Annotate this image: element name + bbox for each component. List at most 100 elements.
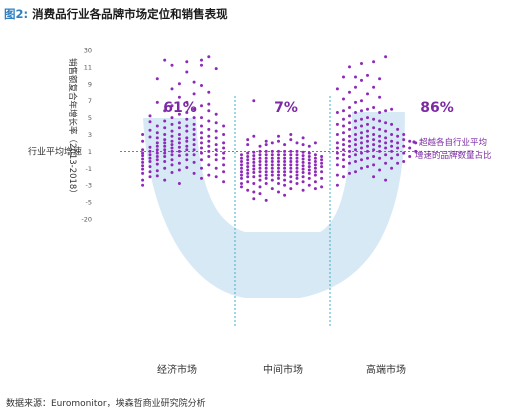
- data-point: [155, 148, 159, 152]
- data-point: [301, 167, 305, 171]
- data-point: [207, 102, 211, 106]
- data-point: [200, 151, 203, 155]
- data-point: [320, 155, 324, 158]
- data-point: [207, 139, 211, 143]
- data-point: [177, 149, 181, 153]
- chart-title: 图2: 消费品行业各品牌市场定位和销售表现: [4, 6, 228, 22]
- data-point: [207, 119, 211, 123]
- data-point: [402, 144, 406, 148]
- data-point: [200, 176, 203, 180]
- data-point: [283, 160, 287, 163]
- data-point: [384, 141, 388, 145]
- data-point: [301, 157, 305, 161]
- data-point: [301, 188, 305, 192]
- title-text: 消费品行业各品牌市场定位和销售表现: [32, 7, 228, 21]
- data-point: [378, 139, 382, 143]
- data-point: [185, 158, 189, 162]
- data-point: [366, 92, 369, 96]
- data-point: [214, 158, 218, 162]
- data-point: [246, 180, 250, 184]
- annotation-line-2: 增速的品牌数量占比: [415, 150, 492, 161]
- data-point: [264, 170, 268, 174]
- data-point: [390, 144, 394, 148]
- data-point: [141, 171, 145, 175]
- data-point: [366, 122, 369, 126]
- data-point: [192, 92, 196, 96]
- data-point: [148, 149, 152, 153]
- data-point: [163, 141, 167, 145]
- data-point: [240, 170, 243, 174]
- data-point: [283, 163, 287, 167]
- data-point: [148, 165, 152, 169]
- data-point: [246, 175, 250, 179]
- data-point: [360, 136, 363, 140]
- data-point: [378, 95, 382, 99]
- data-point: [258, 185, 262, 189]
- data-points: [141, 55, 418, 202]
- data-point: [277, 163, 280, 167]
- data-point: [408, 155, 412, 158]
- data-point: [384, 178, 388, 182]
- data-point: [378, 77, 382, 81]
- data-point: [200, 136, 203, 140]
- data-point: [207, 144, 211, 148]
- data-point: [214, 153, 218, 157]
- data-point: [207, 149, 211, 153]
- data-point: [295, 153, 299, 157]
- data-point: [277, 170, 280, 174]
- data-point: [402, 138, 406, 142]
- data-point: [170, 122, 174, 126]
- data-point: [240, 163, 243, 167]
- data-point: [200, 158, 203, 162]
- data-point: [289, 163, 293, 167]
- data-point: [390, 166, 394, 170]
- data-point: [354, 138, 357, 142]
- data-point: [378, 144, 382, 148]
- data-point: [320, 161, 324, 165]
- data-point: [163, 148, 167, 152]
- data-point: [378, 156, 382, 160]
- y-tick-label: 3: [88, 131, 92, 139]
- data-point: [163, 166, 167, 170]
- data-point: [342, 75, 345, 79]
- data-point: [163, 58, 167, 62]
- data-point: [185, 124, 189, 128]
- data-point: [320, 158, 324, 162]
- data-point: [354, 85, 357, 89]
- data-point: [252, 171, 256, 174]
- data-point: [170, 143, 174, 147]
- data-point: [177, 145, 181, 149]
- data-point: [270, 173, 274, 177]
- data-point: [148, 120, 152, 124]
- data-point: [200, 58, 203, 62]
- data-point: [414, 149, 418, 153]
- data-point: [163, 155, 167, 158]
- data-point: [307, 176, 311, 180]
- data-point: [177, 112, 181, 116]
- data-point: [155, 100, 159, 104]
- data-point: [258, 153, 262, 157]
- data-point: [192, 138, 196, 142]
- figure-number: 图2:: [4, 7, 29, 21]
- data-point: [148, 160, 152, 163]
- data-point: [155, 136, 159, 140]
- data-point: [295, 160, 299, 163]
- y-axis-ticks: 30 11 9 7 5 3 1 -1 -3 -5 -20: [81, 47, 92, 224]
- data-point: [141, 154, 145, 158]
- data-point: [258, 178, 262, 182]
- data-point: [372, 143, 376, 147]
- data-point: [390, 139, 394, 143]
- data-point: [170, 171, 174, 174]
- data-point: [200, 63, 203, 67]
- data-point: [408, 139, 412, 143]
- data-point: [177, 95, 181, 99]
- data-point: [372, 106, 376, 109]
- data-point: [378, 127, 382, 131]
- y-axis-label: 销售额复合年增长率（2013-2018）: [67, 58, 78, 198]
- data-point: [155, 174, 159, 178]
- data-point: [378, 149, 382, 153]
- data-point: [313, 166, 317, 170]
- data-point: [207, 55, 211, 59]
- data-point: [264, 143, 268, 147]
- data-point: [252, 167, 256, 171]
